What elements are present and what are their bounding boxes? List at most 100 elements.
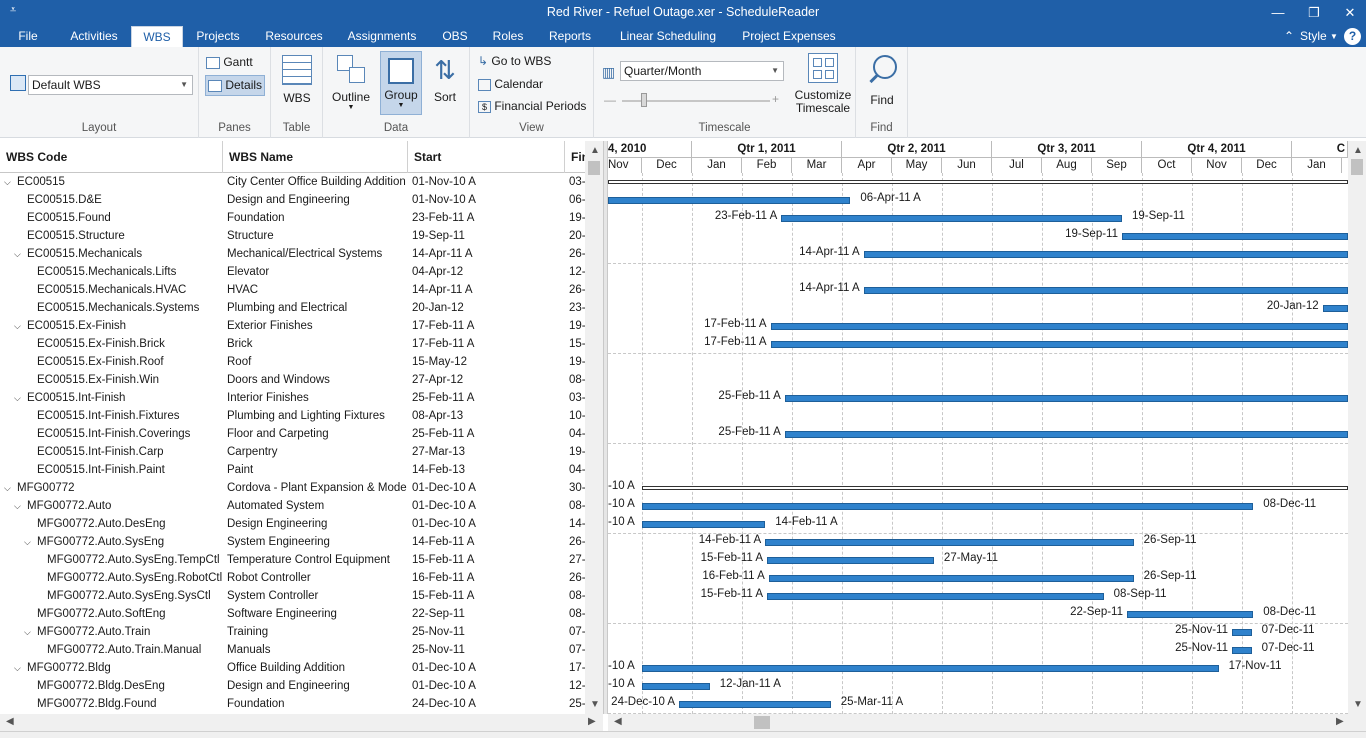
table-row[interactable]: EC00515.Ex-Finish.Roof Roof 15-May-12 19- xyxy=(0,353,585,371)
collapse-ribbon-icon[interactable]: ⌃ xyxy=(1284,29,1295,43)
timescale-slider-thumb[interactable] xyxy=(641,93,647,107)
sort-button[interactable]: ⇅ Sort xyxy=(425,53,465,104)
table-row[interactable]: ⌵ MFG00772.Auto Automated System 01-Dec-10 … xyxy=(0,497,585,515)
calendar-button[interactable]: Calendar xyxy=(478,77,543,91)
table-row[interactable]: EC00515.Mechanicals.Systems Plumbing and … xyxy=(0,299,585,317)
table-row[interactable]: MFG00772.Auto.SysEng.TempCtl Temperature … xyxy=(0,551,585,569)
table-row[interactable]: MFG00772.Auto.SysEng.RobotCtl Robot Contr… xyxy=(0,569,585,587)
zoom-out-icon[interactable]: — xyxy=(604,93,616,107)
minimize-button[interactable]: — xyxy=(1271,5,1285,20)
column-header-wbs-code[interactable]: WBS Code xyxy=(0,141,223,173)
tab-activities[interactable]: Activities xyxy=(70,29,118,43)
table-row[interactable]: EC00515.Ex-Finish.Brick Brick 17-Feb-11 A 1… xyxy=(0,335,585,353)
table-row[interactable]: ⌵ EC00515.Ex-Finish Exterior Finishes 17-Fe… xyxy=(0,317,585,335)
tab-assignments[interactable]: Assignments xyxy=(347,29,417,43)
scroll-down-icon[interactable]: ▼ xyxy=(1353,699,1363,710)
gantt-pane-button[interactable]: Gantt xyxy=(206,53,266,72)
table-row[interactable]: ⌵ EC00515.Mechanicals Mechanical/Electrica… xyxy=(0,245,585,263)
activity-bar[interactable] xyxy=(642,665,1219,672)
activity-bar[interactable] xyxy=(863,287,1348,294)
timescale-slider[interactable] xyxy=(622,100,770,102)
table-row[interactable]: EC00515.Mechanicals.HVAC HVAC 14-Apr-11 A 2… xyxy=(0,281,585,299)
scroll-right-icon[interactable]: ▶ xyxy=(588,716,596,727)
grid-horizontal-scrollbar[interactable]: ◀ ▶ xyxy=(0,714,603,731)
scroll-left-icon[interactable]: ◀ xyxy=(6,716,14,727)
table-row[interactable]: ⌵ MFG00772.Bldg Office Building Addition 01… xyxy=(0,659,585,677)
expand-toggle-icon[interactable]: ⌵ xyxy=(14,393,21,403)
scroll-left-icon[interactable]: ◀ xyxy=(614,716,622,727)
activity-bar[interactable] xyxy=(642,683,710,690)
expand-toggle-icon[interactable]: ⌵ xyxy=(24,627,31,637)
gantt-vertical-scrollbar[interactable]: ▲ ▼ xyxy=(1348,141,1366,714)
activity-bar[interactable] xyxy=(608,197,851,204)
activity-bar[interactable] xyxy=(642,503,1254,510)
table-row[interactable]: EC00515.Int-Finish.Coverings Floor and Ca… xyxy=(0,425,585,443)
column-header-finish[interactable]: Fin xyxy=(571,150,589,164)
expand-toggle-icon[interactable]: ⌵ xyxy=(14,663,21,673)
tab-wbs[interactable]: WBS xyxy=(131,26,183,47)
expand-toggle-icon[interactable]: ⌵ xyxy=(14,249,21,259)
table-row[interactable]: ⌵ EC00515.Int-Finish Interior Finishes 25-F… xyxy=(0,389,585,407)
expand-toggle-icon[interactable]: ⌵ xyxy=(4,177,11,187)
close-button[interactable]: ✕ xyxy=(1344,5,1356,20)
table-row[interactable]: ⌵ EC00515 City Center Office Building Addi… xyxy=(0,173,585,191)
grid-scroll-thumb[interactable] xyxy=(588,161,600,175)
table-row[interactable]: MFG00772.Auto.SysEng.SysCtl System Contro… xyxy=(0,587,585,605)
activity-bar[interactable] xyxy=(1127,611,1254,618)
table-row[interactable]: ⌵ MFG00772.Auto.SysEng System Engineering 1… xyxy=(0,533,585,551)
pane-splitter[interactable] xyxy=(603,141,608,714)
table-row[interactable]: ⌵ MFG00772 Cordova - Plant Expansion & Mod… xyxy=(0,479,585,497)
expand-toggle-icon[interactable]: ⌵ xyxy=(4,483,11,493)
gantt-horizontal-scrollbar[interactable]: ◀ ▶ xyxy=(608,714,1366,731)
quick-access-icon[interactable]: ⩡ xyxy=(10,4,17,16)
table-row[interactable]: EC00515.Int-Finish.Carp Carpentry 27-Mar-1… xyxy=(0,443,585,461)
activity-bar[interactable] xyxy=(767,593,1104,600)
style-menu[interactable]: Style xyxy=(1300,29,1327,43)
goto-wbs-button[interactable]: ↳ Go to WBS xyxy=(478,54,551,68)
tab-obs[interactable]: OBS xyxy=(442,29,468,43)
activity-bar[interactable] xyxy=(765,539,1134,546)
tab-project-expenses[interactable]: Project Expenses xyxy=(742,29,836,43)
scroll-right-icon[interactable]: ▶ xyxy=(1336,716,1344,727)
activity-bar[interactable] xyxy=(784,395,1348,402)
table-row[interactable]: EC00515.Mechanicals.Lifts Elevator 04-Apr-… xyxy=(0,263,585,281)
help-icon[interactable]: ? xyxy=(1344,28,1361,45)
activity-bar[interactable] xyxy=(1122,233,1348,240)
tab-roles[interactable]: Roles xyxy=(492,29,524,43)
activity-bar[interactable] xyxy=(679,701,831,708)
activity-bar[interactable] xyxy=(767,557,934,564)
summary-bar[interactable] xyxy=(608,180,1348,184)
tab-reports[interactable]: Reports xyxy=(548,29,592,43)
activity-bar[interactable] xyxy=(768,575,1134,582)
activity-bar[interactable] xyxy=(770,323,1348,330)
table-row[interactable]: EC00515.Int-Finish.Fixtures Plumbing and … xyxy=(0,407,585,425)
customize-timescale-button[interactable]: Customize Timescale xyxy=(794,53,852,115)
restore-button[interactable]: ❐ xyxy=(1308,5,1320,20)
activity-bar[interactable] xyxy=(863,251,1348,258)
gantt-hscroll-thumb[interactable] xyxy=(754,716,770,729)
tab-file[interactable]: File xyxy=(18,29,38,43)
activity-bar[interactable] xyxy=(770,341,1348,348)
expand-toggle-icon[interactable]: ⌵ xyxy=(24,537,31,547)
activity-bar[interactable] xyxy=(784,431,1348,438)
column-header-wbs-name[interactable]: WBS Name xyxy=(223,141,408,173)
outline-button[interactable]: Outline ▼ xyxy=(329,53,373,111)
expand-toggle-icon[interactable]: ⌵ xyxy=(14,501,21,511)
activity-bar[interactable] xyxy=(1322,305,1348,312)
group-button[interactable]: Group ▼ xyxy=(380,51,422,115)
expand-toggle-icon[interactable]: ⌵ xyxy=(14,321,21,331)
table-row[interactable]: EC00515.Ex-Finish.Win Doors and Windows 27… xyxy=(0,371,585,389)
table-row[interactable]: MFG00772.Auto.DesEng Design Engineering 01… xyxy=(0,515,585,533)
table-row[interactable]: EC00515.Int-Finish.Paint Paint 14-Feb-13 04… xyxy=(0,461,585,479)
wbs-table-button[interactable]: WBS xyxy=(277,55,317,105)
details-pane-button[interactable]: Details xyxy=(205,75,265,96)
zoom-in-icon[interactable]: + xyxy=(772,92,780,106)
scroll-down-icon[interactable]: ▼ xyxy=(590,699,600,710)
tab-linear-scheduling[interactable]: Linear Scheduling xyxy=(619,29,717,43)
table-row[interactable]: ⌵ MFG00772.Auto.Train Training 25-Nov-11 07- xyxy=(0,623,585,641)
scroll-up-icon[interactable]: ▲ xyxy=(590,145,600,156)
grid-vertical-scrollbar[interactable]: ▲ ▼ xyxy=(585,141,603,714)
column-header-start[interactable]: Start xyxy=(408,141,565,173)
layout-select[interactable]: Default WBS ▼ xyxy=(28,75,193,95)
table-row[interactable]: MFG00772.Bldg.DesEng Design and Engineeri… xyxy=(0,677,585,695)
